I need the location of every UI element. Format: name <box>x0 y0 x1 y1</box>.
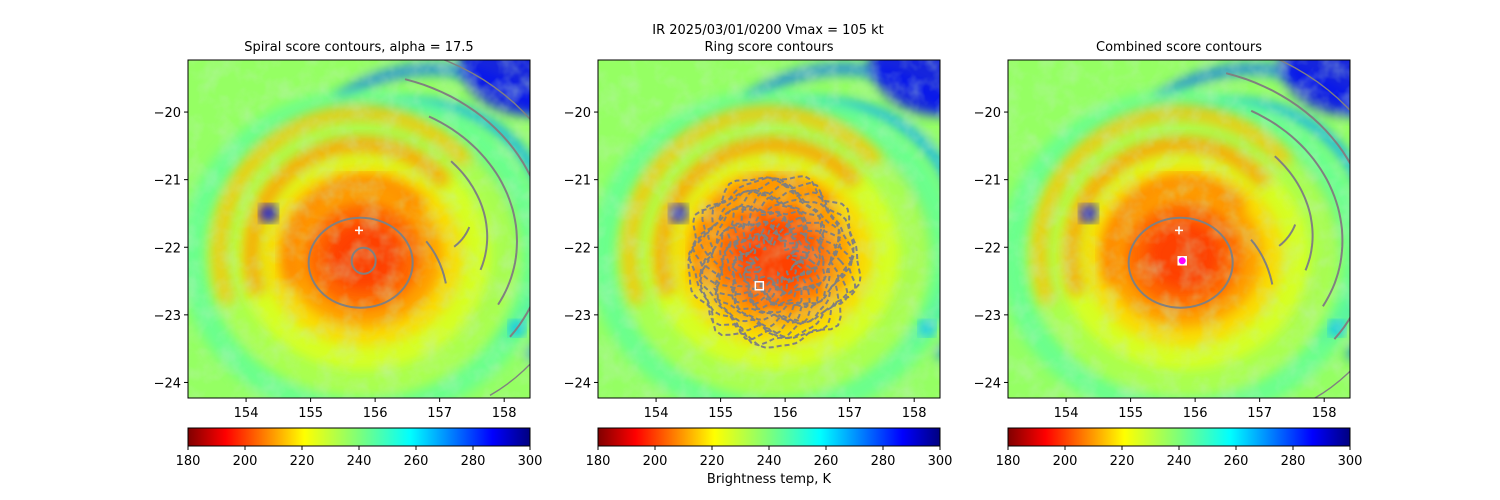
y-tick-label: −24 <box>974 376 1001 391</box>
colorbar-tick-label: 220 <box>290 454 315 469</box>
panel-title-combined: Combined score contours <box>1096 40 1262 55</box>
y-tick-label: −23 <box>564 309 591 324</box>
y-tick-label: −22 <box>564 241 591 256</box>
colorbar-tick-label: 280 <box>871 454 896 469</box>
y-tick-label: −21 <box>154 174 181 189</box>
x-tick-label: 157 <box>1247 406 1272 421</box>
colorbar-tick-label: 220 <box>1110 454 1135 469</box>
y-tick-label: −20 <box>564 106 591 121</box>
y-tick-label: −23 <box>974 309 1001 324</box>
x-tick-label: 158 <box>902 406 927 421</box>
axes-frame <box>597 59 941 399</box>
x-tick-label: 158 <box>1312 406 1337 421</box>
colorbar-tick-label: 260 <box>1224 454 1249 469</box>
colorbar-tick-label: 280 <box>1281 454 1306 469</box>
colorbar-tick-label: 200 <box>643 454 668 469</box>
ir-image-0 <box>188 60 530 398</box>
y-tick-label: −20 <box>974 106 1001 121</box>
colorbar-tick-label: 180 <box>586 454 611 469</box>
colorbar-tick-label: 180 <box>996 454 1021 469</box>
colorbar-tick-label: 240 <box>1167 454 1192 469</box>
ir-image-2 <box>1008 60 1350 398</box>
spiral-contour <box>450 160 489 271</box>
colorbar <box>187 427 531 447</box>
colorbar-tick-label: 260 <box>404 454 429 469</box>
eye-contour <box>1127 216 1234 309</box>
colorbar-tick-label: 260 <box>814 454 839 469</box>
y-tick-label: −20 <box>154 106 181 121</box>
y-tick-label: −24 <box>154 376 181 391</box>
axes-frame <box>187 59 531 399</box>
center-square-marker <box>754 281 765 291</box>
x-tick-label: 155 <box>1118 406 1143 421</box>
panel-title-spiral: Spiral score contours, alpha = 17.5 <box>244 40 474 55</box>
x-tick-label: 156 <box>1183 406 1208 421</box>
spiral-contour <box>425 240 447 284</box>
colorbar-tick-label: 300 <box>928 454 953 469</box>
spiral-contour <box>1274 155 1314 271</box>
spiral-contour <box>442 60 530 396</box>
colorbar <box>597 427 941 447</box>
eye-contour <box>307 216 414 309</box>
y-tick-label: −21 <box>974 174 1001 189</box>
y-tick-label: −22 <box>154 241 181 256</box>
axes-frame <box>1007 59 1351 399</box>
x-tick-label: 154 <box>644 406 669 421</box>
colorbar-tick-label: 240 <box>757 454 782 469</box>
y-tick-label: −24 <box>564 376 591 391</box>
x-tick-label: 156 <box>773 406 798 421</box>
figure-suptitle: IR 2025/03/01/0200 Vmax = 105 kt <box>652 23 884 38</box>
spiral-contour <box>428 115 519 306</box>
x-tick-label: 154 <box>1054 406 1079 421</box>
y-tick-label: −22 <box>974 241 1001 256</box>
colorbar-tick-label: 200 <box>1053 454 1078 469</box>
colorbar-tick-label: 220 <box>700 454 725 469</box>
spiral-contour <box>404 78 530 338</box>
first-guess-plus-marker <box>1175 226 1183 235</box>
eye-contour-inner <box>350 246 377 275</box>
ir-image-1 <box>598 60 940 398</box>
colorbar <box>1007 427 1351 447</box>
x-tick-label: 156 <box>363 406 388 421</box>
spiral-contour <box>1250 239 1274 285</box>
colorbar-tick-label: 240 <box>347 454 372 469</box>
x-tick-label: 155 <box>708 406 733 421</box>
y-tick-label: −21 <box>564 174 591 189</box>
spiral-contour <box>453 226 471 248</box>
x-tick-label: 154 <box>234 406 259 421</box>
spiral-contour <box>1277 60 1350 398</box>
colorbar-label: Brightness temp, K <box>706 472 832 487</box>
spiral-contour <box>1225 72 1350 340</box>
ring-contour <box>687 175 862 349</box>
spiral-contour <box>1250 109 1344 307</box>
y-tick-label: −23 <box>154 309 181 324</box>
combined-center-marker <box>1177 256 1187 266</box>
x-tick-label: 157 <box>837 406 862 421</box>
spiral-contour <box>1278 224 1297 247</box>
x-tick-label: 155 <box>298 406 323 421</box>
colorbar-tick-label: 300 <box>518 454 543 469</box>
colorbar-tick-label: 280 <box>461 454 486 469</box>
colorbar-tick-label: 200 <box>233 454 258 469</box>
first-guess-plus-marker <box>355 226 363 235</box>
x-tick-label: 157 <box>427 406 452 421</box>
colorbar-tick-label: 180 <box>176 454 201 469</box>
colorbar-tick-label: 300 <box>1338 454 1363 469</box>
x-tick-label: 158 <box>492 406 517 421</box>
panel-title-ring: Ring score contours <box>704 40 834 55</box>
